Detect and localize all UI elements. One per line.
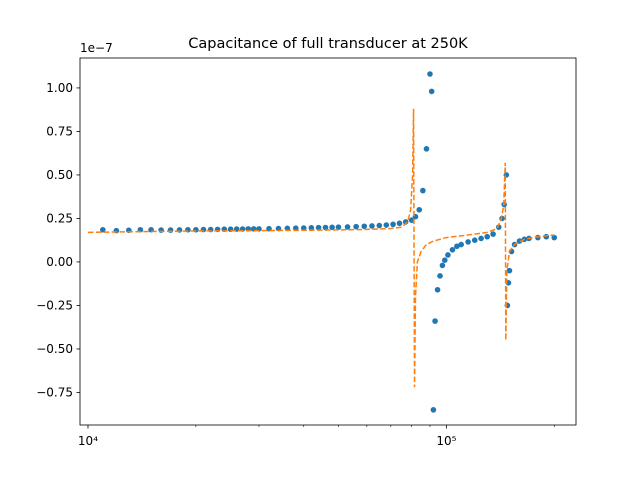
data-point <box>458 241 464 248</box>
data-point <box>167 227 174 233</box>
data-point <box>471 237 478 243</box>
data-point <box>428 88 435 95</box>
data-point <box>490 231 496 237</box>
data-point <box>516 238 523 244</box>
y-tick-label: −0.75 <box>36 385 73 399</box>
data-point <box>353 223 359 230</box>
x-tick-label: 10⁵ <box>436 434 456 448</box>
y-tick-label: 0.25 <box>46 211 73 225</box>
data-line <box>87 108 555 388</box>
data-point <box>465 239 471 245</box>
data-point <box>427 71 433 77</box>
data-point <box>484 233 490 240</box>
data-point <box>478 235 484 242</box>
data-point <box>344 224 351 230</box>
data-point <box>423 146 430 152</box>
data-point <box>506 267 513 274</box>
y-tick-label: −0.25 <box>36 298 73 312</box>
data-point <box>439 262 446 269</box>
data-point <box>369 223 375 229</box>
data-point <box>449 246 456 253</box>
data-point <box>300 225 307 231</box>
data-point <box>335 224 342 230</box>
data-point <box>308 225 315 231</box>
y-tick-label: 0.50 <box>46 168 73 182</box>
data-point <box>100 226 106 233</box>
data-point <box>390 221 396 228</box>
data-point <box>430 407 437 413</box>
data-point <box>383 222 390 228</box>
data-point <box>420 187 426 194</box>
chart-title: Capacitance of full transducer at 250K <box>188 36 468 52</box>
plot-frame <box>79 57 577 426</box>
data-point <box>408 217 415 223</box>
data-point <box>315 224 322 231</box>
x-tick-label: 10⁴ <box>78 434 98 448</box>
data-point <box>437 273 443 279</box>
data-point <box>454 243 460 250</box>
y-tick-label: 0.00 <box>46 255 73 269</box>
data-point <box>551 234 558 241</box>
data-point <box>361 223 368 230</box>
data-point <box>416 206 423 213</box>
data-point <box>329 224 335 231</box>
data-point <box>432 318 438 324</box>
data-point <box>376 222 383 229</box>
data-point <box>396 220 403 227</box>
data-point <box>434 286 441 293</box>
y-tick-label: −0.50 <box>36 342 73 356</box>
y-offset-label: 1e−7 <box>80 41 113 55</box>
data-point <box>445 252 451 258</box>
data-point <box>322 224 329 231</box>
y-tick-label: 0.75 <box>46 124 73 138</box>
y-tick-label: 1.00 <box>46 81 73 95</box>
data-point <box>441 257 448 264</box>
